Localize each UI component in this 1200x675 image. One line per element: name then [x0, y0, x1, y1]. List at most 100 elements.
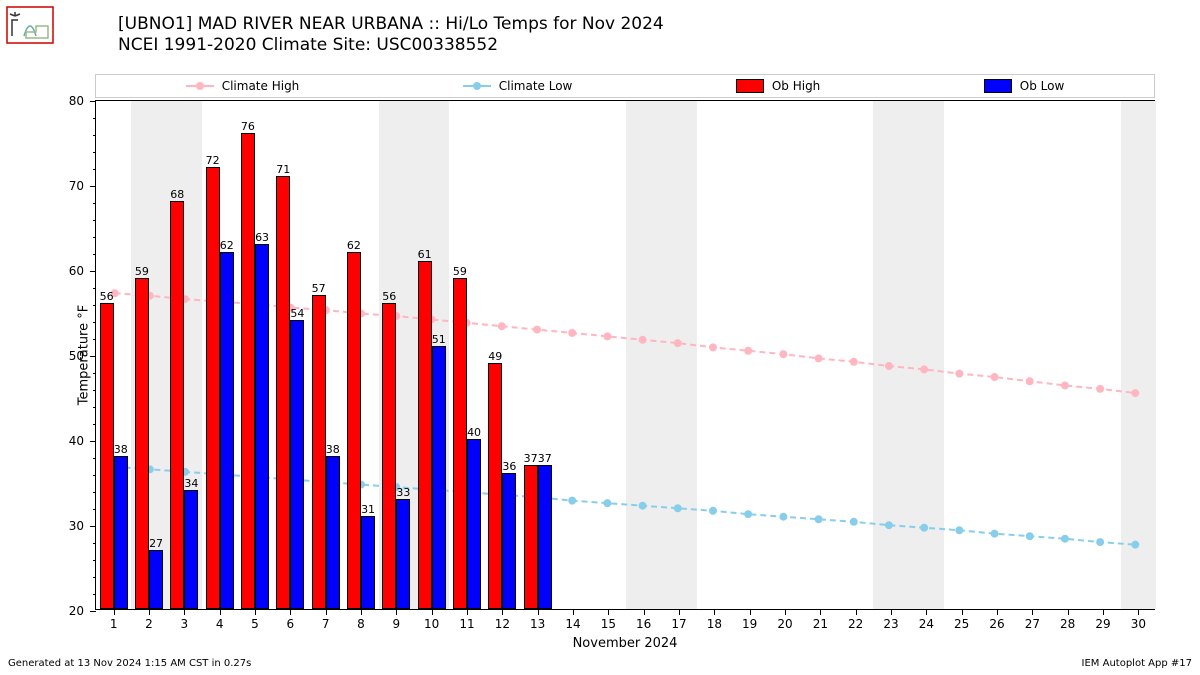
weekend-band — [626, 101, 697, 609]
minor-ytick — [93, 305, 96, 306]
climate-high-marker — [709, 343, 717, 351]
climate-low-marker — [955, 526, 963, 534]
xtick — [432, 609, 433, 615]
xtick-label: 19 — [742, 617, 757, 631]
ob-high-bar-label: 59 — [453, 265, 467, 278]
xtick-label: 2 — [145, 617, 153, 631]
minor-ytick — [93, 492, 96, 493]
iem-logo-icon — [6, 6, 54, 44]
legend-swatch-ob-high — [736, 79, 764, 93]
xtick — [679, 609, 680, 615]
xtick — [820, 609, 821, 615]
xtick-label: 20 — [777, 617, 792, 631]
ob-low-bar-label: 34 — [184, 477, 198, 490]
xtick — [396, 609, 397, 615]
xtick — [1068, 609, 1069, 615]
climate-low-marker — [1061, 535, 1069, 543]
minor-ytick — [93, 390, 96, 391]
ytick-label: 50 — [56, 349, 84, 363]
climate-high-marker — [850, 358, 858, 366]
ob-high-bar — [312, 295, 326, 610]
ob-high-bar-label: 37 — [524, 452, 538, 465]
ob-low-bar — [396, 499, 410, 610]
xtick — [467, 609, 468, 615]
ob-low-bar — [502, 473, 516, 609]
xtick — [326, 609, 327, 615]
minor-ytick — [93, 135, 96, 136]
xtick-label: 27 — [1025, 617, 1040, 631]
ob-low-bar-label: 40 — [467, 426, 481, 439]
legend: Climate High Climate Low Ob High Ob Low — [95, 74, 1155, 98]
xtick — [255, 609, 256, 615]
ob-high-bar — [453, 278, 467, 610]
xtick-label: 8 — [357, 617, 365, 631]
xtick-label: 28 — [1060, 617, 1075, 631]
xtick-label: 16 — [636, 617, 651, 631]
xtick — [926, 609, 927, 615]
xtick-label: 11 — [459, 617, 474, 631]
xtick-label: 4 — [216, 617, 224, 631]
minor-ytick — [93, 424, 96, 425]
xtick-label: 24 — [919, 617, 934, 631]
minor-ytick — [93, 288, 96, 289]
ob-low-bar-label: 62 — [220, 239, 234, 252]
xtick — [891, 609, 892, 615]
ob-low-bar — [326, 456, 340, 609]
ob-low-bar — [114, 456, 128, 609]
xtick-label: 25 — [954, 617, 969, 631]
ytick — [90, 101, 96, 102]
xtick — [1032, 609, 1033, 615]
ob-high-bar — [524, 465, 538, 610]
xtick — [149, 609, 150, 615]
climate-high-marker — [815, 354, 823, 362]
legend-climate-high: Climate High — [186, 79, 300, 93]
ob-high-bar-label: 56 — [382, 290, 396, 303]
minor-ytick — [93, 254, 96, 255]
ob-high-bar — [135, 278, 149, 610]
xtick — [538, 609, 539, 615]
plot-area: Temperature °F November 2024 20304050607… — [95, 100, 1155, 610]
climate-high-marker — [568, 329, 576, 337]
ob-high-bar — [206, 167, 220, 609]
ob-low-bar-label: 27 — [149, 537, 163, 550]
minor-ytick — [93, 322, 96, 323]
ob-low-bar-label: 63 — [255, 231, 269, 244]
ytick-label: 40 — [56, 434, 84, 448]
minor-ytick — [93, 339, 96, 340]
xtick — [644, 609, 645, 615]
ob-high-bar — [347, 252, 361, 609]
ob-high-bar — [241, 133, 255, 609]
climate-low-marker — [1026, 532, 1034, 540]
minor-ytick — [93, 169, 96, 170]
ob-high-bar-label: 72 — [206, 154, 220, 167]
xtick-label: 29 — [1095, 617, 1110, 631]
xtick-label: 9 — [393, 617, 401, 631]
ob-high-bar-label: 71 — [276, 163, 290, 176]
xtick-label: 13 — [530, 617, 545, 631]
xtick-label: 21 — [813, 617, 828, 631]
xtick — [997, 609, 998, 615]
ytick-label: 70 — [56, 179, 84, 193]
climate-high-marker — [1061, 381, 1069, 389]
xtick — [962, 609, 963, 615]
minor-ytick — [93, 373, 96, 374]
ytick-label: 30 — [56, 519, 84, 533]
xtick-label: 12 — [495, 617, 510, 631]
xaxis-title: November 2024 — [573, 636, 678, 651]
xtick-label: 7 — [322, 617, 330, 631]
ob-high-bar-label: 68 — [170, 188, 184, 201]
minor-ytick — [93, 475, 96, 476]
ob-high-bar-label: 62 — [347, 239, 361, 252]
ob-low-bar — [149, 550, 163, 610]
weekend-band — [873, 101, 944, 609]
legend-label-climate-low: Climate Low — [499, 79, 573, 93]
xtick — [1103, 609, 1104, 615]
ob-low-bar — [467, 439, 481, 609]
ob-low-bar — [361, 516, 375, 610]
legend-label-ob-low: Ob Low — [1020, 79, 1065, 93]
ob-low-bar-label: 37 — [538, 452, 552, 465]
legend-label-ob-high: Ob High — [772, 79, 820, 93]
xtick — [502, 609, 503, 615]
chart-title: [UBNO1] MAD RIVER NEAR URBANA :: Hi/Lo T… — [118, 14, 664, 57]
ytick — [90, 271, 96, 272]
